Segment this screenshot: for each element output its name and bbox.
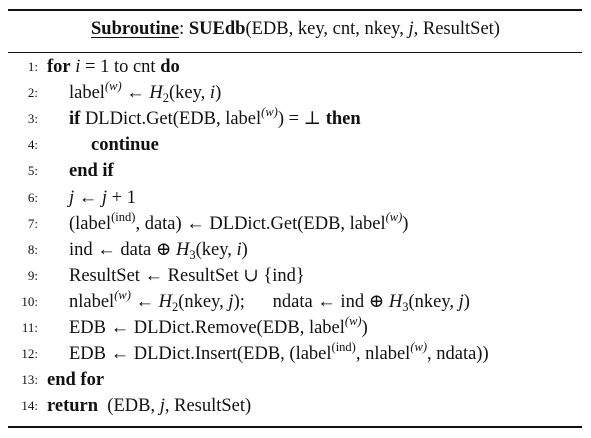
code-token: i <box>75 57 81 77</box>
code-token: ); ndata ← ind ⊕ <box>233 291 389 312</box>
line-code: for i = 1 to cnt do <box>47 54 180 80</box>
code-token: ← <box>121 83 150 104</box>
line-number: 8: <box>27 241 38 257</box>
code-token: for <box>47 57 71 77</box>
line-code: (label(ind), data) ← DLDict.Get(EDB, lab… <box>69 209 409 237</box>
title-params-open: (EDB, key, cnt, nkey, <box>245 19 409 39</box>
code-token: H <box>149 83 163 104</box>
code-token: label <box>69 83 105 104</box>
line-number: 6: <box>27 189 38 205</box>
code-token: H <box>158 291 172 312</box>
title-params-close: , ResultSet) <box>413 19 500 39</box>
line-number: 5: <box>27 163 38 179</box>
code-token: (label <box>69 213 112 234</box>
line-code: if DLDict.Get(EDB, label(w)) = ⊥ then <box>69 106 361 132</box>
code-token: j <box>101 187 108 208</box>
code-token: ) = ⊥ <box>277 109 326 130</box>
code-token: 3 <box>402 299 409 314</box>
line-number: 11: <box>21 320 38 335</box>
code-token: EDB ← DLDict.Remove(EDB, label <box>69 318 345 338</box>
line-code: ResultSet ← ResultSet ∪ {ind} <box>69 263 305 289</box>
code-token: (nkey, <box>178 291 229 312</box>
title-param-j: j <box>408 19 414 39</box>
code-token: (w) <box>261 105 278 120</box>
code-token: (w) <box>114 287 131 302</box>
line-number: 13: <box>21 372 38 388</box>
title-colon: : <box>179 19 185 39</box>
code-token: (w) <box>410 340 427 355</box>
line-code: EDB ← DLDict.Remove(EDB, label(w)) <box>69 315 368 341</box>
code-token: H <box>175 239 190 260</box>
code-token: i <box>236 239 242 260</box>
line-code: EDB ← DLDict.Insert(EDB, (label(ind), nl… <box>69 341 489 367</box>
code-token: (ind) <box>331 340 356 355</box>
code-token: j <box>458 291 464 312</box>
bottom-rule <box>8 426 582 428</box>
line-code: continue <box>91 132 159 158</box>
title-name: SUEdb <box>188 19 246 39</box>
code-token: j <box>159 396 165 417</box>
code-token: (w) <box>344 314 362 328</box>
line-code: j ← j + 1 <box>69 185 136 211</box>
code-token: EDB ← DLDict.Insert(EDB, (label <box>69 344 332 365</box>
code-token: (w) <box>104 79 122 94</box>
line-code: ind ← data ⊕ H3(key, i) <box>69 237 248 263</box>
code-token: j <box>69 187 75 208</box>
code-token: ← <box>130 291 159 312</box>
line-number: 4: <box>27 137 38 153</box>
code-token: = 1 to cnt <box>80 57 161 77</box>
code-token: ) <box>215 83 222 104</box>
code-token: (w) <box>385 209 403 224</box>
line-code: label(w) ← H2(key, i) <box>69 80 221 106</box>
header-rule <box>8 52 582 53</box>
line-number: 9: <box>27 267 38 283</box>
code-token: (ind) <box>111 209 136 224</box>
algorithm-title: Subroutine: SUEdb(EDB, key, cnt, nkey, j… <box>0 16 591 42</box>
code-token: 3 <box>189 247 196 262</box>
line-number: 7: <box>27 215 38 231</box>
code-token: then <box>325 109 361 130</box>
code-token: DLDict.Get(EDB, label <box>80 109 262 130</box>
code-token: (EDB, <box>98 396 160 417</box>
code-token: do <box>160 57 180 77</box>
code-token: if <box>69 109 81 130</box>
code-token: (nkey, <box>408 291 459 312</box>
title-prefix: Subroutine <box>91 19 180 39</box>
code-token: j <box>228 291 234 312</box>
line-number: 14: <box>21 398 38 414</box>
line-code: return (EDB, j, ResultSet) <box>47 393 251 419</box>
code-token: end if <box>69 161 114 182</box>
code-token: , ResultSet) <box>164 396 252 417</box>
line-number: 1: <box>27 59 38 74</box>
code-token: i <box>209 83 216 104</box>
line-number: 2: <box>27 85 38 101</box>
code-token: (key, <box>195 239 237 260</box>
code-token: return <box>47 396 99 417</box>
line-code: nlabel(w) ← H2(nkey, j); ndata ← ind ⊕ H… <box>69 289 470 315</box>
code-token: nlabel <box>69 291 115 312</box>
code-token: , ndata)) <box>426 344 489 365</box>
code-token: ResultSet ← ResultSet ∪ {ind} <box>69 265 305 286</box>
line-number: 3: <box>27 111 38 127</box>
code-token: , nlabel <box>355 344 411 365</box>
code-token: 2 <box>172 299 179 314</box>
code-token: H <box>388 291 403 312</box>
code-token: end for <box>47 370 105 391</box>
code-token: ) <box>241 239 248 260</box>
line-number: 12: <box>21 346 38 362</box>
code-token: , data) ← DLDict.Get(EDB, label <box>135 213 386 234</box>
code-token: (key, <box>169 83 210 104</box>
code-token: ) <box>402 213 409 234</box>
code-token: ind ← data ⊕ <box>69 239 176 260</box>
code-token: ) <box>463 291 470 312</box>
line-code: end for <box>47 367 104 393</box>
code-token: continue <box>91 135 159 156</box>
code-token: ) <box>361 318 368 338</box>
top-rule <box>8 9 582 11</box>
code-token: 2 <box>162 91 169 106</box>
code-token: ← <box>74 187 102 208</box>
line-code: end if <box>69 158 114 184</box>
code-token: + 1 <box>107 187 136 208</box>
line-number: 10: <box>21 293 38 309</box>
